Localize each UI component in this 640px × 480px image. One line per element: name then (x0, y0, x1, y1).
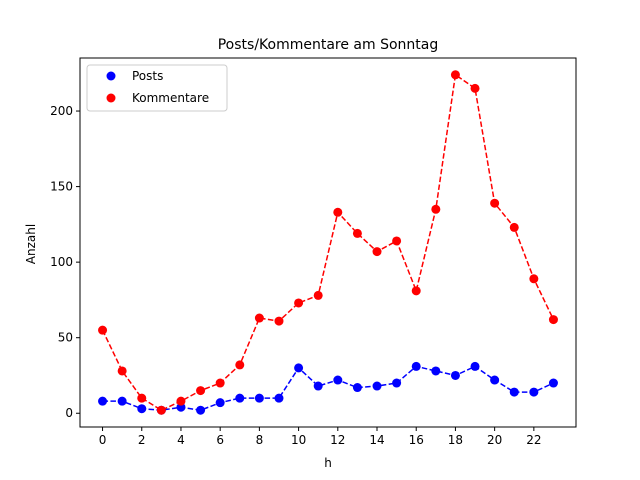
data-point-kommentare (392, 236, 402, 246)
legend-marker-posts (106, 71, 116, 81)
data-point-kommentare (176, 396, 186, 406)
data-point-posts (294, 363, 304, 373)
y-axis: 0 50 100 150 200 (50, 104, 80, 420)
y-tick-label: 100 (50, 255, 73, 269)
data-point-posts (313, 381, 323, 391)
data-point-posts (274, 393, 284, 403)
data-point-posts (411, 361, 421, 371)
data-point-kommentare (431, 204, 441, 214)
data-point-kommentare (156, 405, 166, 415)
x-tick-label: 18 (448, 433, 463, 447)
chart-title: Posts/Kommentare am Sonntag (218, 37, 439, 53)
legend: Posts Kommentare (86, 64, 228, 112)
data-point-posts (470, 361, 480, 371)
x-tick-label: 10 (291, 433, 306, 447)
data-point-posts (117, 396, 127, 406)
data-point-posts (450, 370, 460, 380)
plot-frame (79, 57, 577, 428)
y-tick-label: 150 (50, 180, 73, 194)
data-point-posts (352, 383, 362, 393)
y-tick-label: 50 (58, 331, 73, 345)
x-tick-label: 16 (409, 433, 424, 447)
legend-marker-kommentare (106, 93, 116, 103)
data-point-kommentare (137, 393, 147, 403)
legend-label-posts: Posts (132, 69, 163, 83)
data-point-kommentare (215, 378, 225, 388)
data-point-posts (254, 393, 264, 403)
x-tick-label: 14 (369, 433, 384, 447)
data-point-posts (392, 378, 402, 388)
data-point-posts (529, 387, 539, 397)
x-tick-label: 4 (177, 433, 185, 447)
data-point-kommentare (470, 83, 480, 93)
data-point-kommentare (509, 222, 519, 232)
plot-series (98, 70, 558, 415)
data-point-posts (98, 396, 108, 406)
data-point-posts (196, 405, 206, 415)
data-point-posts (137, 404, 147, 414)
x-axis: 0 2 4 6 8 10 12 14 16 18 20 22 (99, 427, 541, 447)
data-point-posts (509, 387, 519, 397)
y-tick-label: 0 (65, 406, 73, 420)
data-point-kommentare (274, 316, 284, 326)
legend-label-kommentare: Kommentare (132, 91, 209, 105)
data-point-posts (490, 375, 500, 385)
data-point-kommentare (529, 274, 539, 284)
y-axis-label: Anzahl (24, 224, 38, 264)
data-point-kommentare (548, 315, 558, 325)
data-point-posts (235, 393, 245, 403)
legend-box (86, 64, 228, 112)
data-point-posts (431, 366, 441, 376)
data-point-kommentare (254, 313, 264, 323)
x-tick-label: 20 (487, 433, 502, 447)
data-point-kommentare (117, 366, 127, 376)
data-point-kommentare (490, 198, 500, 208)
y-tick-label: 200 (50, 104, 73, 118)
data-point-kommentare (411, 286, 421, 296)
data-point-kommentare (372, 247, 382, 257)
x-tick-label: 6 (216, 433, 224, 447)
data-point-posts (215, 398, 225, 408)
data-point-kommentare (235, 360, 245, 370)
data-point-kommentare (98, 325, 108, 335)
data-point-kommentare (352, 228, 362, 238)
data-point-posts (372, 381, 382, 391)
x-tick-label: 2 (138, 433, 146, 447)
data-point-kommentare (333, 207, 343, 217)
x-tick-label: 22 (526, 433, 541, 447)
data-point-kommentare (294, 298, 304, 308)
data-point-kommentare (196, 386, 206, 396)
data-point-kommentare (313, 290, 323, 300)
data-point-posts (333, 375, 343, 385)
data-point-kommentare (450, 70, 460, 80)
data-point-posts (548, 378, 558, 388)
x-tick-label: 8 (256, 433, 264, 447)
x-tick-label: 0 (99, 433, 107, 447)
x-tick-label: 12 (330, 433, 345, 447)
x-axis-label: h (324, 456, 332, 470)
